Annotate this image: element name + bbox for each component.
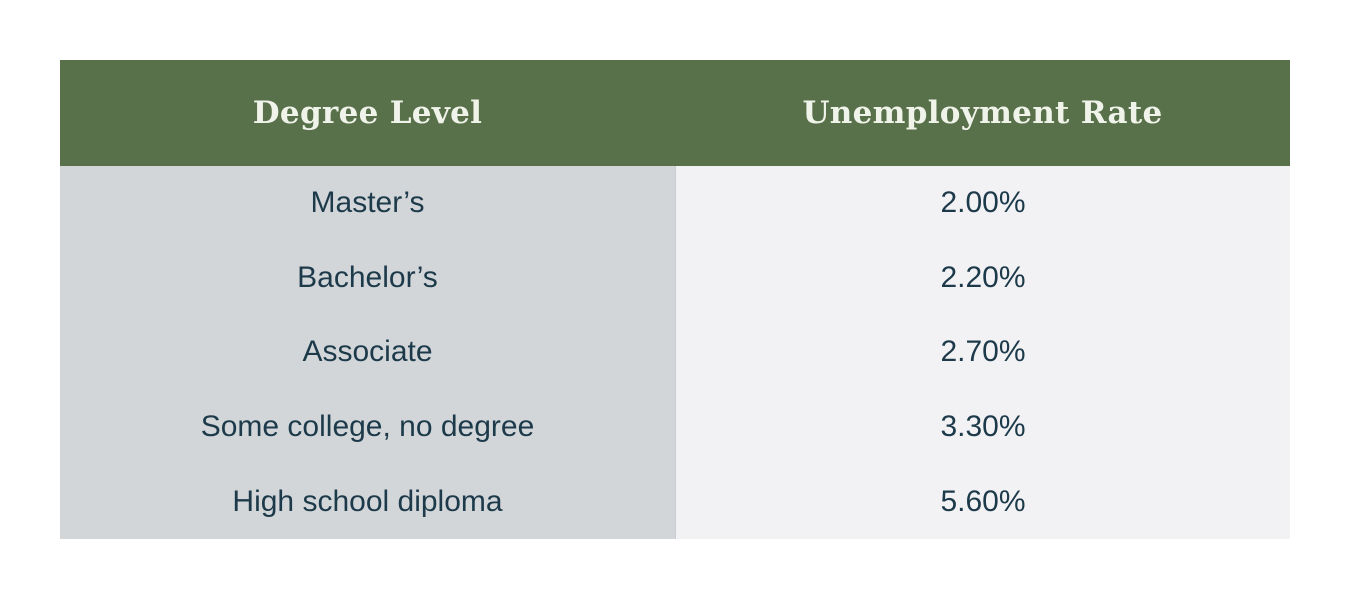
degree-cell: Associate xyxy=(60,315,675,390)
table-row: Associate 2.70% xyxy=(60,315,1290,390)
rate-cell: 2.20% xyxy=(675,240,1290,316)
table-row: Bachelor’s 2.20% xyxy=(60,240,1290,316)
rate-cell: 3.30% xyxy=(675,389,1290,465)
rate-cell: 5.60% xyxy=(675,464,1290,539)
degree-cell: Master’s xyxy=(60,166,675,241)
header-cell-unemployment-rate: Unemployment Rate xyxy=(802,95,1163,131)
header-cell-degree-level: Degree Level xyxy=(252,95,483,131)
table-row: Some college, no degree 3.30% xyxy=(60,389,1290,465)
rate-cell: 2.70% xyxy=(675,315,1290,390)
table-row: Master’s 2.00% xyxy=(60,166,1290,241)
degree-cell: Bachelor’s xyxy=(60,240,675,316)
degree-cell: Some college, no degree xyxy=(60,389,675,465)
rate-cell: 2.00% xyxy=(675,166,1290,241)
degree-cell: High school diploma xyxy=(60,464,675,539)
table-row: High school diploma 5.60% xyxy=(60,464,1290,539)
unemployment-by-degree-table: Degree Level Unemployment Rate Master’s … xyxy=(60,60,1290,539)
table-header-row: Degree Level Unemployment Rate xyxy=(60,60,1290,166)
